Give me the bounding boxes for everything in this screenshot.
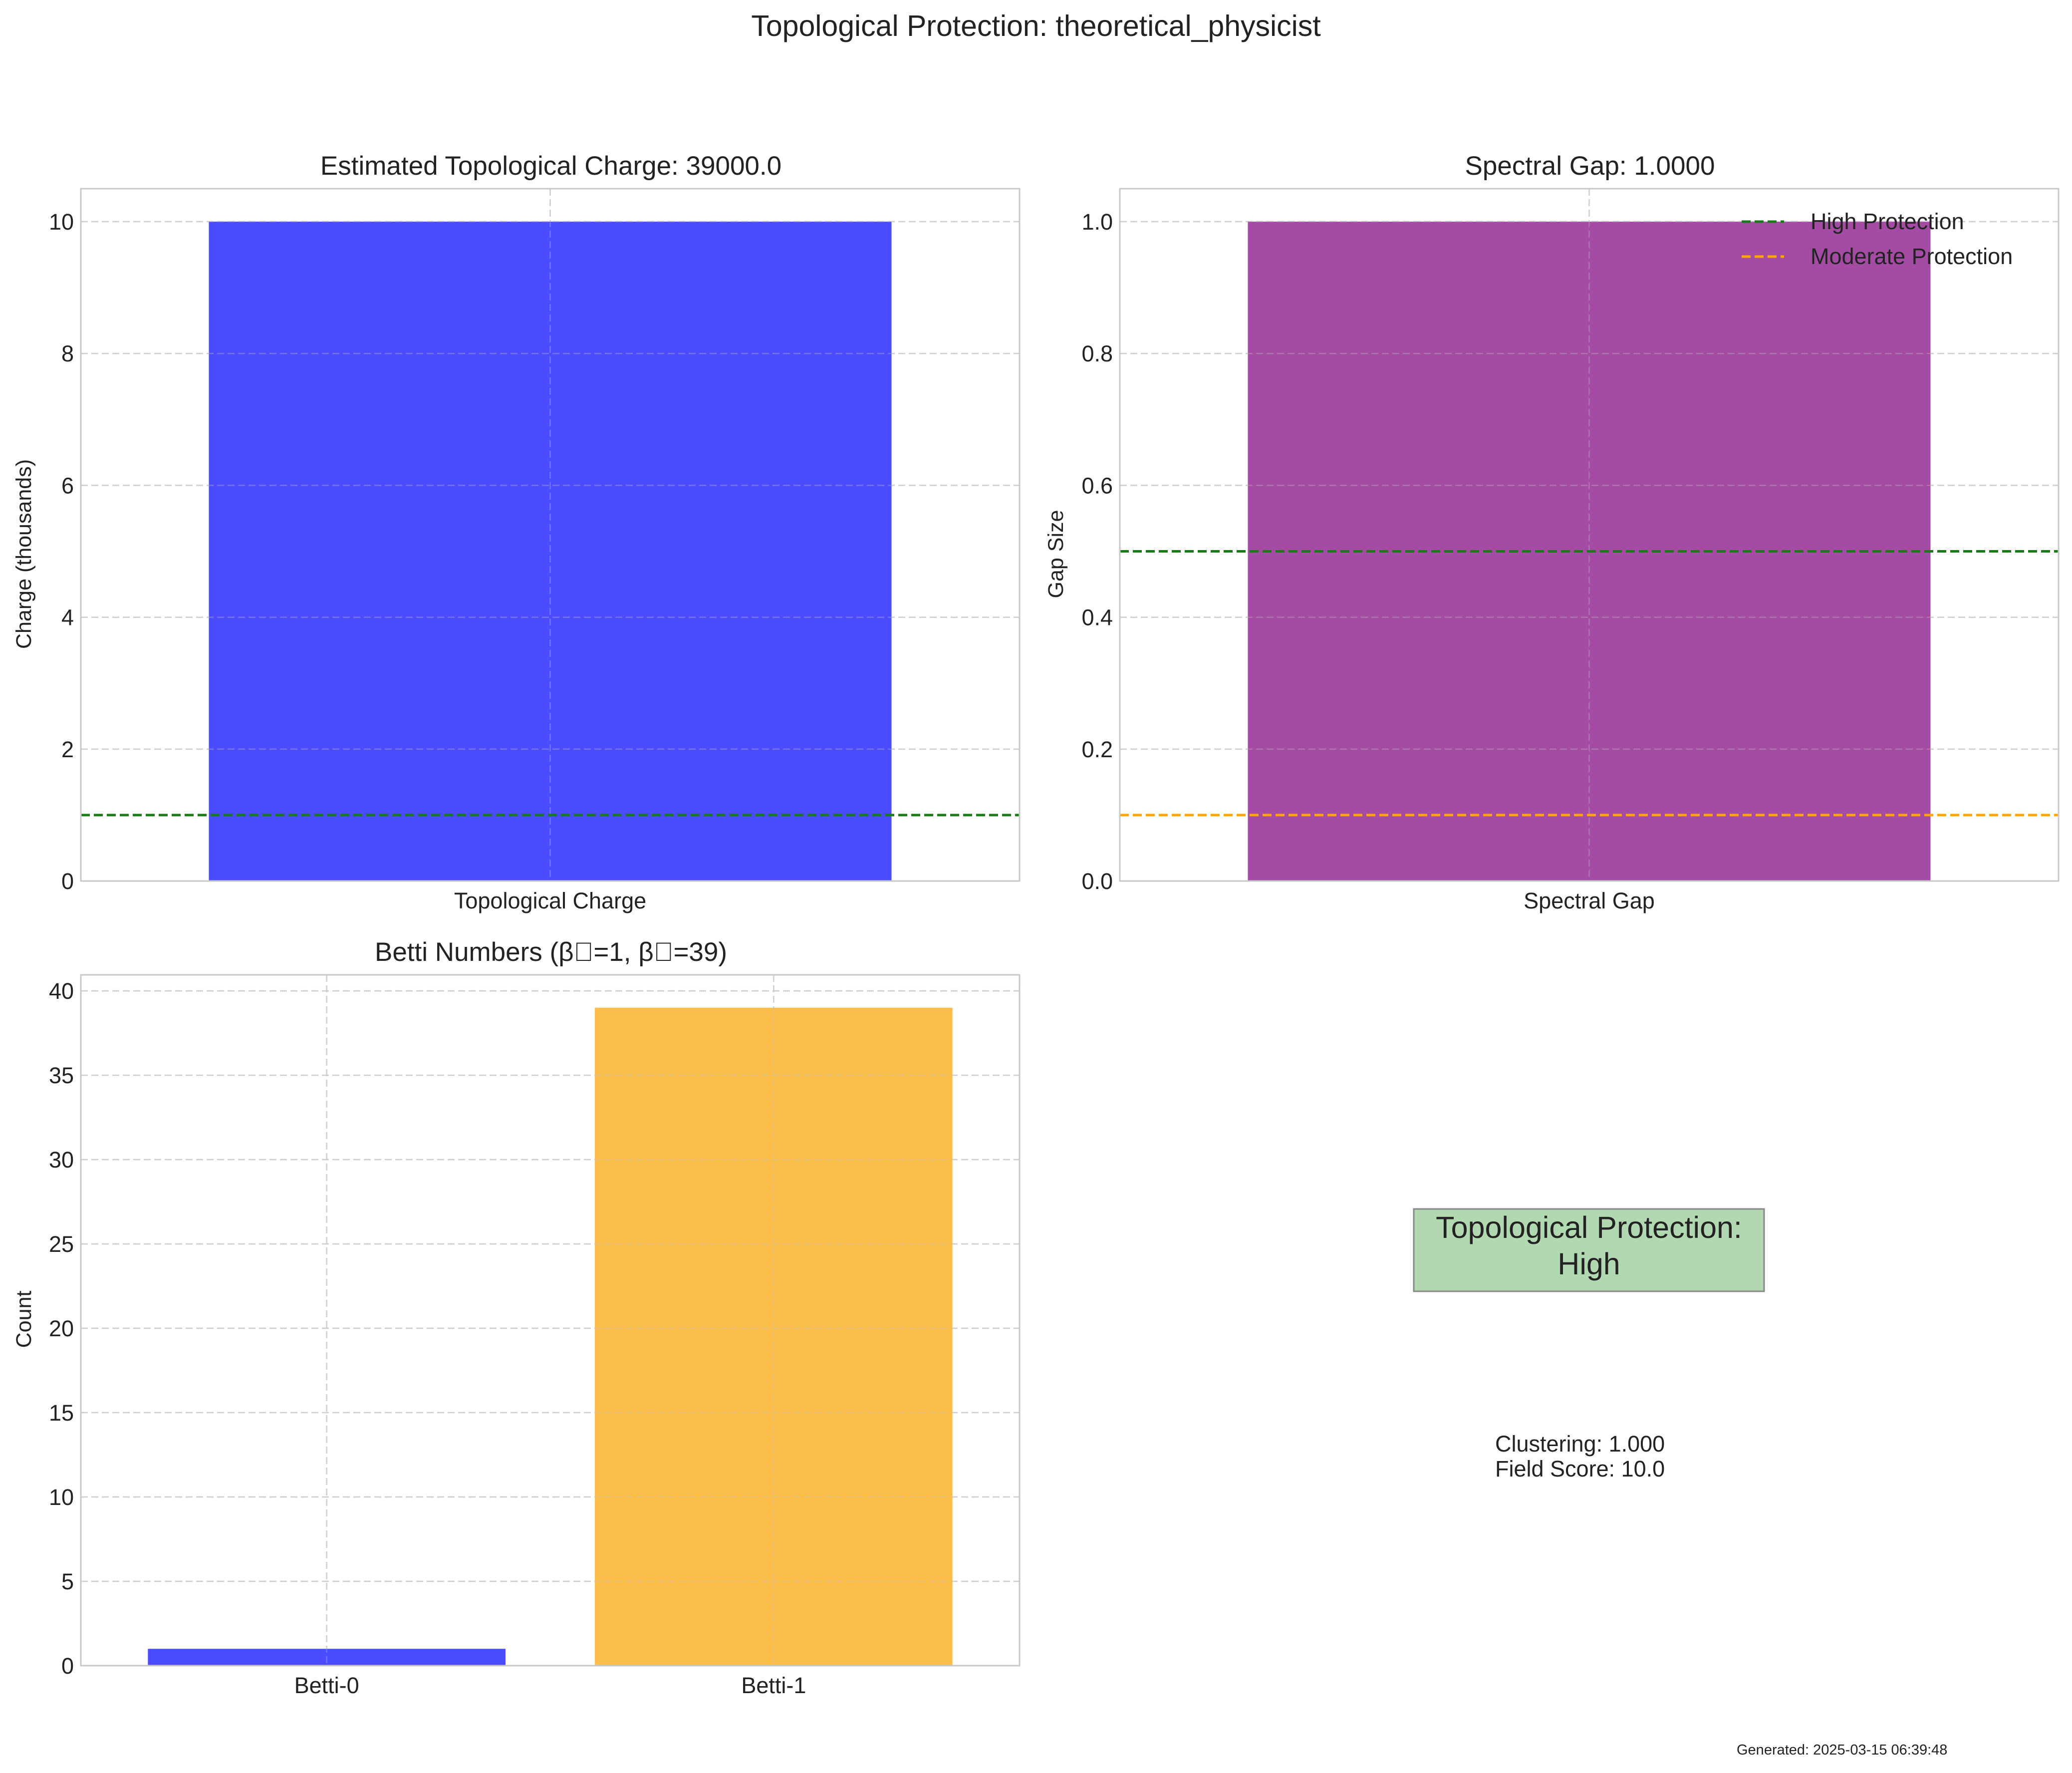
figure-title: Topological Protection: theoretical_phys… [751,9,1320,42]
summary-panel: Topological Protection: High Clustering:… [1413,1208,1765,1481]
x-tick-label: Betti-0 [294,1673,359,1698]
y-tick-label: 6 [61,473,74,498]
y-tick-label: 4 [61,605,74,630]
y-tick-label: 0.0 [1081,869,1113,894]
y-axis-label: Gap Size [1044,510,1068,598]
y-tick-label: 25 [49,1231,74,1257]
axes-frame [1119,188,2060,882]
field-score-stat: Field Score: 10.0 [1495,1456,1665,1481]
x-tick-label: Spectral Gap [1524,888,1655,913]
y-axis-label: Count [12,1291,36,1348]
y-tick-label: 35 [49,1063,74,1088]
panel-topological-charge: Estimated Topological Charge: 39000.0 Ch… [12,151,1021,913]
chart-title: Betti Numbers (β⃞=1, β⃞=39) [375,937,727,967]
chart-title: Estimated Topological Charge: 39000.0 [320,151,781,181]
bar-topological-charge [209,222,892,881]
chart-title: Spectral Gap: 1.0000 [1465,151,1715,181]
bar-betti-0 [148,1649,506,1666]
y-tick-label: 0.8 [1081,341,1113,366]
y-tick-label: 15 [49,1400,74,1426]
y-tick-label: 20 [49,1316,74,1341]
y-tick-label: 10 [49,1484,74,1510]
y-axis-label: Charge (thousands) [12,459,36,649]
x-tick-label: Betti-1 [741,1673,806,1698]
y-tick-label: 5 [61,1569,74,1594]
y-tick-label: 0.2 [1081,737,1113,762]
y-tick-label: 8 [61,341,74,366]
panel-spectral-gap: Spectral Gap: 1.0000 Gap Size 0.00.20.40… [1044,151,2060,913]
protection-level-box [1413,1208,1765,1292]
y-tick-label: 0.6 [1081,473,1113,498]
protection-level-label: Topological Protection: [1436,1210,1742,1244]
y-tick-label: 40 [49,978,74,1004]
y-tick-label: 0 [61,1653,74,1679]
plot-area: 0 2 4 6 8 10 Topological Charge [49,188,1021,913]
plot-area: 0 5 10 15 20 25 30 35 40 Betti-0 Betti-1 [49,974,1021,1698]
y-tick-label: 30 [49,1147,74,1173]
clustering-stat: Clustering: 1.000 [1495,1431,1665,1457]
y-tick-label: 1.0 [1081,209,1113,235]
y-tick-label: 0.4 [1081,605,1113,630]
legend: High Protection Moderate Protection [1742,209,2013,269]
legend-label-high: High Protection [1811,209,1964,234]
axes-frame [80,188,1021,882]
panel-betti-numbers: Betti Numbers (β⃞=1, β⃞=39) Count 0 5 10 15… [12,937,1021,1698]
y-tick-label: 10 [49,209,74,235]
bar-betti-1 [595,1007,953,1666]
generated-timestamp: Generated: 2025-03-15 06:39:48 [1737,1742,1947,1758]
y-tick-label: 0 [61,869,74,894]
protection-level-value: High [1557,1247,1620,1281]
plot-area: 0.0 0.2 0.4 0.6 0.8 1.0 Spectral Gap [1081,188,2060,913]
legend-label-moderate: Moderate Protection [1811,244,2013,269]
y-tick-label: 2 [61,737,74,762]
axes-frame [80,974,1021,1667]
x-tick-label: Topological Charge [454,888,646,913]
